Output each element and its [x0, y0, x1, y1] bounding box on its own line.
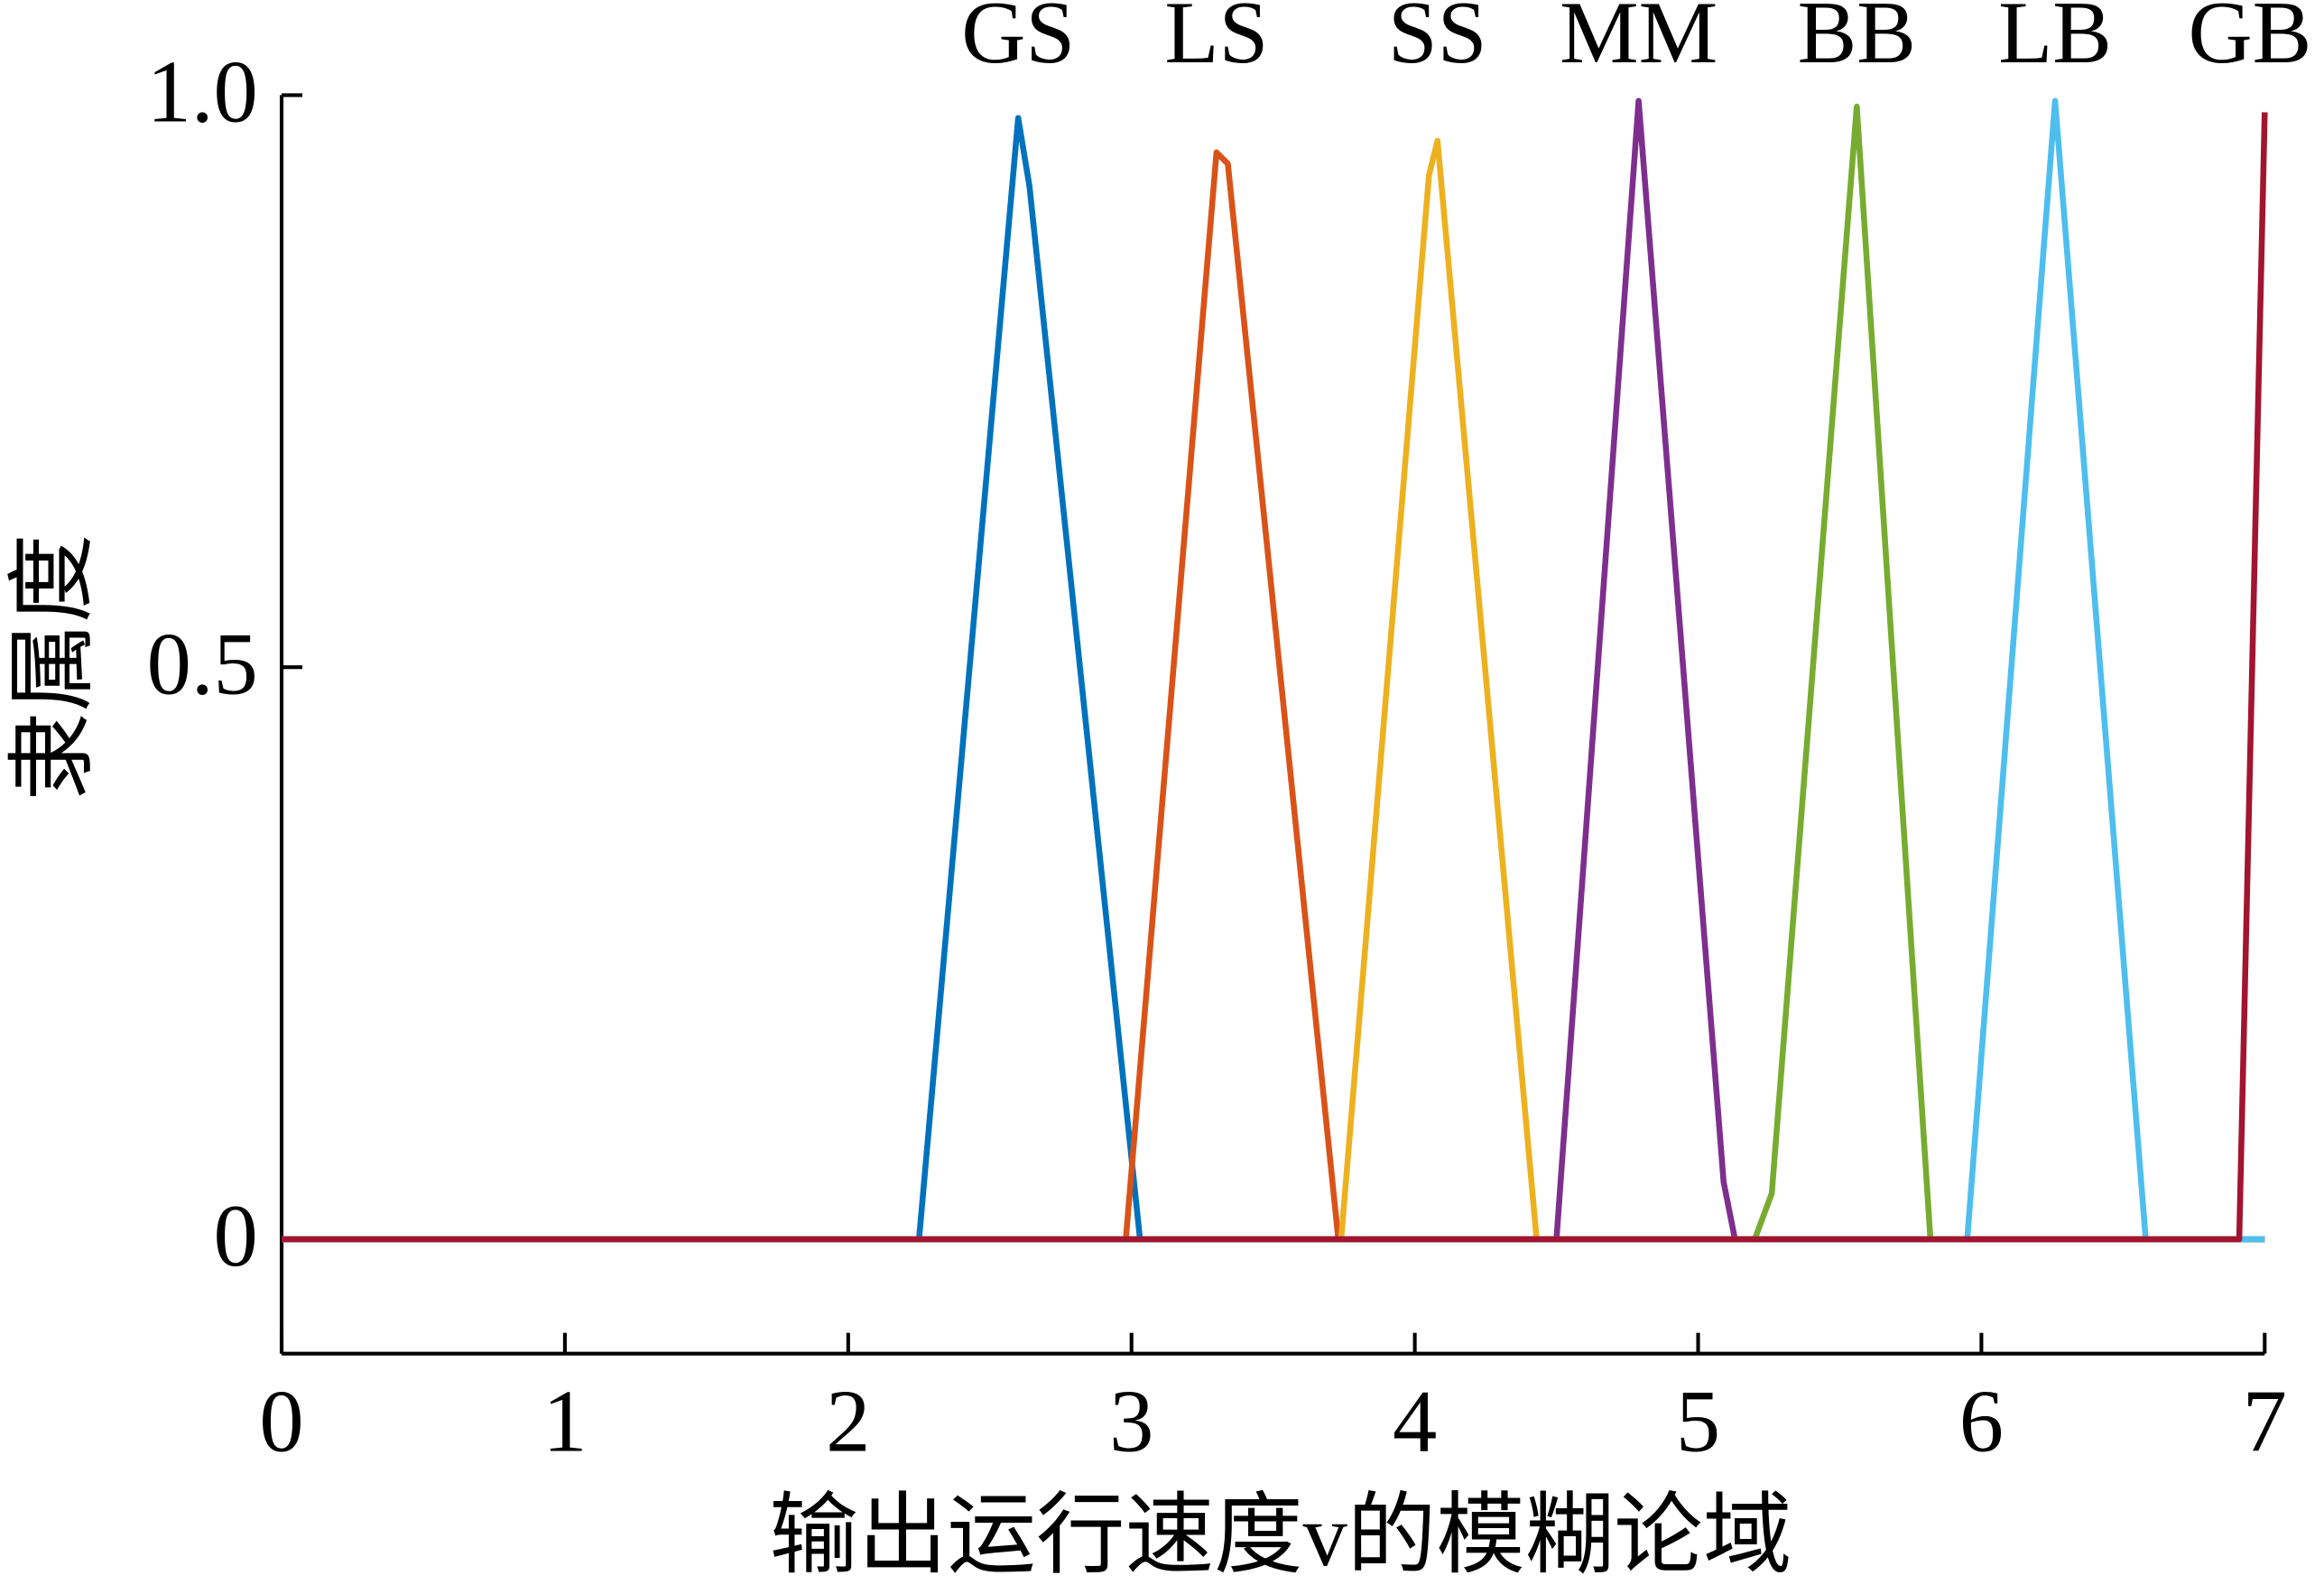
series-line	[282, 115, 2265, 1243]
series-label: SS	[1388, 0, 1487, 82]
series-label: LB	[1998, 0, 2112, 82]
series-line	[282, 103, 2265, 1243]
y-tick-label: 0	[213, 1187, 257, 1285]
series-label: GS	[961, 0, 1075, 82]
series-line	[282, 149, 2265, 1243]
y-tick-label: 0.5	[147, 615, 258, 713]
x-tick-label: 6	[1959, 1373, 2004, 1471]
x-tick-label: 2	[826, 1373, 870, 1471]
series-line	[282, 97, 2265, 1243]
y-tick-label: 1.0	[147, 43, 258, 142]
x-tick-label: 7	[2243, 1373, 2287, 1471]
y-axis-label: 隶属度	[5, 534, 103, 802]
series-label: MM	[1560, 0, 1718, 82]
series-label: BB	[1798, 0, 1916, 82]
series-line	[282, 112, 2268, 1243]
x-tick-label: 3	[1109, 1373, 1153, 1471]
x-axis-label: 输出运行速度v的模糊论域	[769, 1487, 1792, 1585]
x-tick-label: 0	[259, 1373, 303, 1471]
series-line	[282, 97, 2265, 1243]
x-tick-label: 4	[1393, 1373, 1437, 1471]
series-label: LS	[1164, 0, 1268, 82]
x-tick-label: 1	[542, 1373, 587, 1471]
series-line	[282, 137, 2265, 1243]
x-tick-label: 5	[1676, 1373, 1720, 1471]
series-label: GB	[2188, 0, 2311, 82]
